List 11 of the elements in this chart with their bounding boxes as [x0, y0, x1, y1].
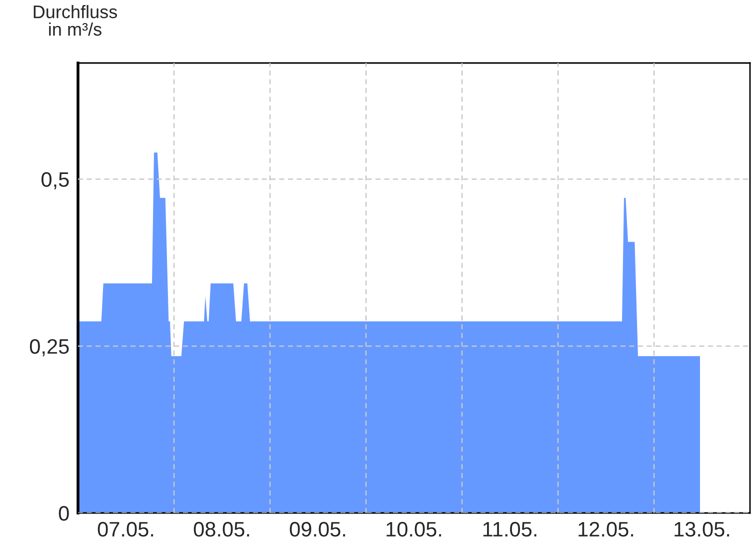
x-tick-label: 11.05. — [483, 522, 536, 537]
x-tick-label: 13.05. — [674, 522, 730, 537]
y-tick-label: 0,5 — [42, 172, 69, 190]
y-tick-label: 0,25 — [30, 339, 69, 356]
x-tick-label: 09.05. — [290, 522, 346, 537]
y-tick-label: 0 — [58, 506, 69, 521]
x-tick-label: 08.05. — [194, 522, 250, 537]
x-tick-label: 10.05. — [386, 522, 442, 537]
x-tick-label: 07.05. — [98, 522, 154, 537]
y-axis-title: Durchfluss in m³/s — [34, 5, 117, 36]
x-tick-label: 12.05. — [578, 522, 634, 537]
